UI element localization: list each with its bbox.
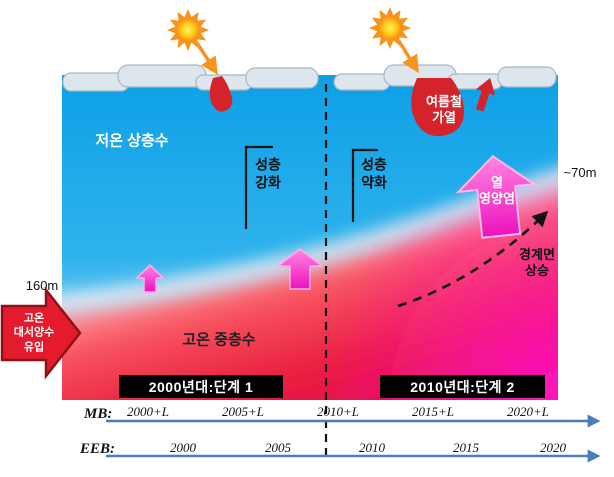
strat-weak-bracket	[351, 148, 378, 222]
eeb-tick: 2000	[170, 440, 196, 455]
heat-nutrients-label: 열 영양염	[479, 174, 515, 206]
eeb-tick: 2010	[359, 440, 385, 455]
sun-icon	[369, 7, 419, 73]
mb-tick: 2015+L	[411, 404, 455, 419]
ocean-body	[62, 75, 558, 400]
phase1-box: 2000년대:단계 1	[119, 375, 283, 398]
stratification-weaken-label: 성층 약화	[361, 156, 387, 191]
atlantic-inflow-label: 고온 대서양수 유입	[13, 312, 55, 354]
mb-axis-label: MB:	[84, 406, 113, 422]
heating-blobs	[209, 76, 496, 137]
mb-tick: 2010+L	[316, 404, 360, 419]
mb-tick: 2005+L	[221, 404, 265, 419]
mb-tick: 2020+L	[506, 404, 550, 419]
phase1-label: 2000년대:단계 1	[148, 378, 254, 395]
warm-intermediate-water-label: 고온 중층수	[182, 331, 256, 349]
stratification-strengthen-label: 성층 강화	[255, 156, 281, 191]
eeb-tick: 2005	[265, 440, 291, 455]
mb-tick: 2000+L	[126, 404, 170, 419]
depth-70m-label: ~70m	[563, 164, 597, 180]
eeb-axis-label: EEB:	[80, 441, 116, 457]
phase2-box: 2010년대:단계 2	[380, 375, 545, 398]
eeb-tick: 2015	[453, 440, 479, 455]
heating-up-arrow	[475, 77, 496, 112]
interface-rise-label: 경계면 상승	[519, 246, 555, 278]
depth-160m-label: 160m	[25, 277, 59, 293]
deep-magenta-glow	[62, 181, 558, 400]
sea-ice	[62, 64, 557, 92]
medium-upwelling-arrow	[275, 248, 325, 290]
summer-heating-blob	[411, 78, 465, 137]
strat-strong-bracket	[244, 145, 273, 229]
phase2-label: 2010년대:단계 2	[410, 378, 515, 395]
interface-rise-arrow	[397, 210, 549, 308]
sun-icon	[167, 9, 218, 75]
small-upwelling-arrow	[135, 263, 165, 293]
cold-upper-water-label: 저온 상층수	[95, 132, 169, 150]
small-heating-blob	[209, 76, 233, 112]
eeb-tick: 2020	[540, 440, 566, 455]
upwelling-arrows	[135, 154, 537, 293]
heat-nutrient-arrow	[455, 154, 537, 239]
summer-heating-label: 여름철 가열	[426, 93, 462, 125]
atlantic-inflow-arrow	[0, 286, 82, 380]
